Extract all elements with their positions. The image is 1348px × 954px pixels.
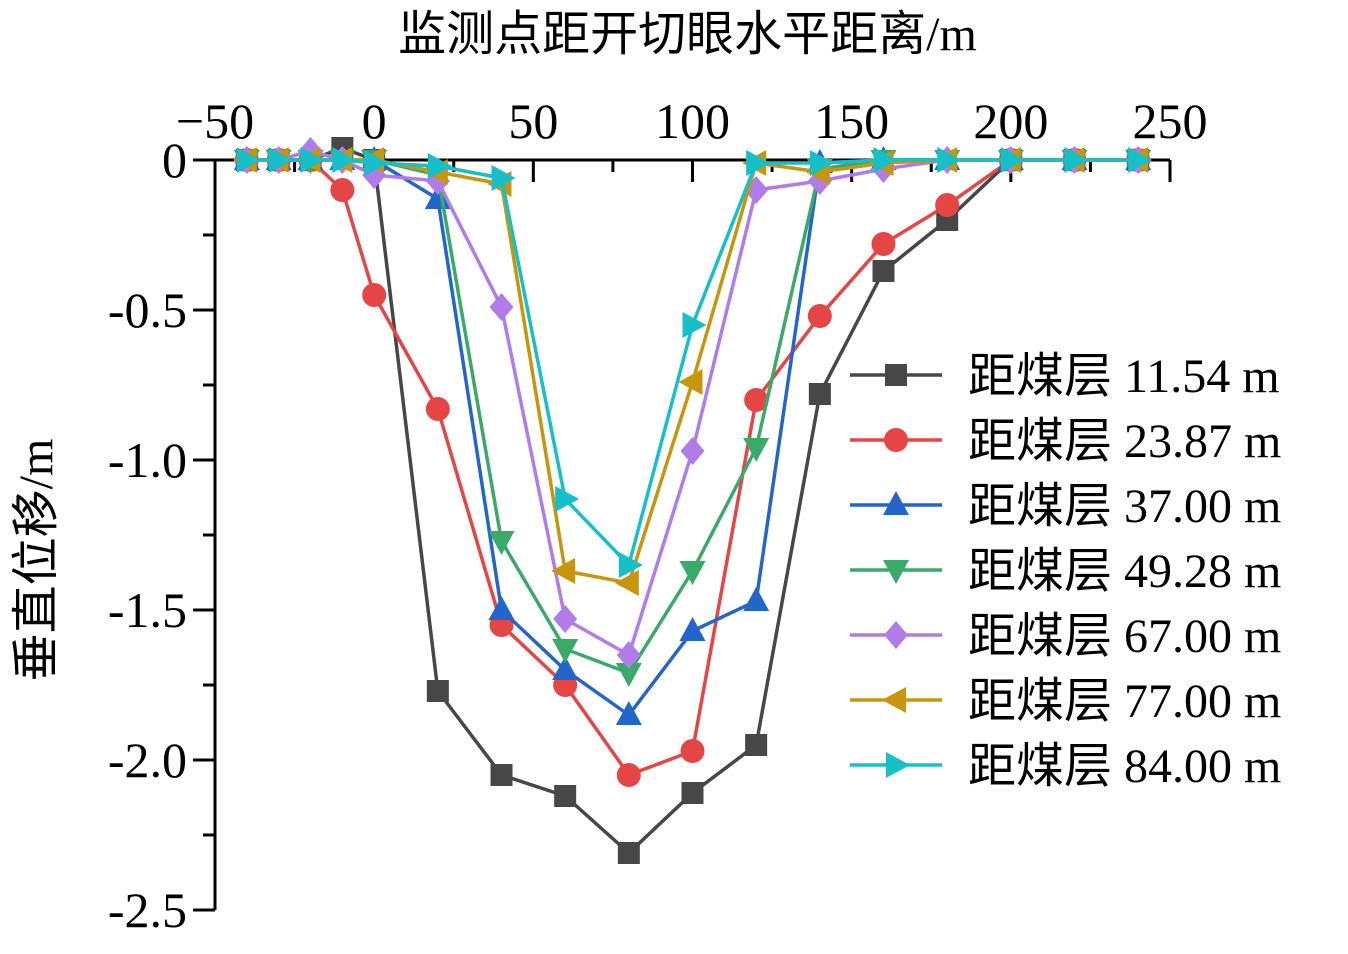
data-point: [873, 147, 898, 173]
data-point: [679, 617, 706, 641]
x-tick-label: 100: [655, 93, 730, 149]
data-point: [552, 639, 579, 663]
data-point: [488, 531, 515, 555]
y-axis-title: 垂直位移/m: [10, 439, 63, 682]
series-7: [236, 147, 1153, 578]
data-point: [746, 150, 771, 176]
data-point: [678, 369, 703, 395]
legend-item: 距煤层 23.87 m: [850, 415, 1281, 468]
legend-label: 距煤层 77.00 m: [968, 675, 1281, 728]
legend-label: 距煤层 67.00 m: [968, 610, 1281, 663]
data-point: [744, 388, 769, 412]
x-tick-label: −50: [176, 93, 254, 149]
legend-label: 距煤层 23.87 m: [968, 415, 1281, 468]
legend-marker: [882, 687, 906, 713]
legend-marker: [884, 428, 908, 452]
series-layer: [232, 137, 1153, 864]
data-point: [236, 147, 261, 173]
legend-label: 距煤层 84.00 m: [968, 740, 1281, 793]
legend-item: 距煤层 67.00 m: [850, 610, 1281, 663]
data-point: [679, 561, 706, 585]
legend-label: 距煤层 49.28 m: [968, 545, 1281, 598]
data-point: [426, 680, 449, 702]
data-point: [616, 763, 641, 787]
data-point: [554, 785, 577, 807]
data-point: [330, 178, 355, 202]
x-axis-title: 监测点距开切眼水平距离/m: [398, 8, 977, 61]
data-point: [680, 739, 705, 763]
data-point: [364, 150, 389, 176]
x-tick-label: 0: [362, 93, 387, 149]
data-point: [872, 260, 895, 282]
data-point: [618, 552, 643, 578]
data-point: [937, 147, 962, 173]
data-point: [616, 641, 641, 669]
data-point: [617, 842, 640, 864]
legend-item: 距煤层 49.28 m: [850, 545, 1281, 598]
y-tick-label: 0: [162, 132, 187, 188]
y-tick-label: -0.5: [108, 282, 187, 338]
legend-marker: [884, 621, 908, 649]
data-point: [1000, 147, 1025, 173]
data-point: [743, 438, 770, 462]
x-tick-label: 50: [508, 93, 558, 149]
y-tick-label: -1.5: [108, 582, 187, 638]
x-tick-label: 250: [1133, 93, 1208, 149]
data-point: [615, 663, 642, 687]
data-point: [489, 293, 514, 321]
legend-marker: [886, 752, 910, 778]
legend-item: 距煤层 11.54 m: [850, 350, 1280, 403]
data-point: [300, 147, 325, 173]
legend-item: 距煤层 84.00 m: [850, 740, 1281, 793]
data-point: [491, 165, 516, 191]
data-point: [551, 558, 576, 584]
x-tick-label: 150: [814, 93, 889, 149]
legend-label: 距煤层 11.54 m: [968, 350, 1280, 403]
data-point: [362, 283, 387, 307]
legend-marker: [883, 491, 909, 515]
data-point: [681, 782, 704, 804]
data-point: [490, 764, 513, 786]
data-point: [425, 397, 450, 421]
data-point: [935, 193, 960, 217]
data-point: [809, 150, 834, 176]
legend-label: 距煤层 37.00 m: [968, 480, 1281, 533]
y-tick-label: -2.0: [108, 732, 187, 788]
data-point: [427, 153, 452, 179]
data-point: [332, 147, 357, 173]
data-point: [682, 312, 707, 338]
data-point: [488, 596, 515, 620]
legend-item: 距煤层 37.00 m: [850, 480, 1281, 533]
data-point: [743, 587, 770, 611]
legend-marker: [883, 560, 909, 584]
data-point: [871, 232, 896, 256]
legend-marker: [885, 364, 907, 386]
data-point: [1064, 147, 1089, 173]
data-point: [553, 605, 578, 633]
data-point: [268, 147, 293, 173]
data-point: [680, 437, 705, 465]
y-tick-label: -2.5: [108, 882, 187, 938]
data-point: [615, 701, 642, 725]
data-point: [552, 656, 579, 680]
data-point: [745, 734, 768, 756]
data-point: [555, 486, 580, 512]
y-tick-label: -1.0: [108, 432, 187, 488]
x-tick-label: 200: [973, 93, 1048, 149]
legend-item: 距煤层 77.00 m: [850, 675, 1281, 728]
data-point: [807, 304, 832, 328]
data-point: [1128, 147, 1153, 173]
legend: 距煤层 11.54 m 距煤层 23.87 m 距煤层 37.00 m 距煤层 49.…: [850, 350, 1281, 793]
data-point: [614, 570, 639, 596]
data-point: [808, 383, 831, 405]
